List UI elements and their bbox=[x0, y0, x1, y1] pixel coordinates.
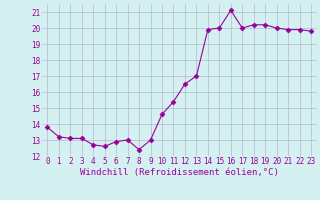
X-axis label: Windchill (Refroidissement éolien,°C): Windchill (Refroidissement éolien,°C) bbox=[80, 168, 279, 177]
